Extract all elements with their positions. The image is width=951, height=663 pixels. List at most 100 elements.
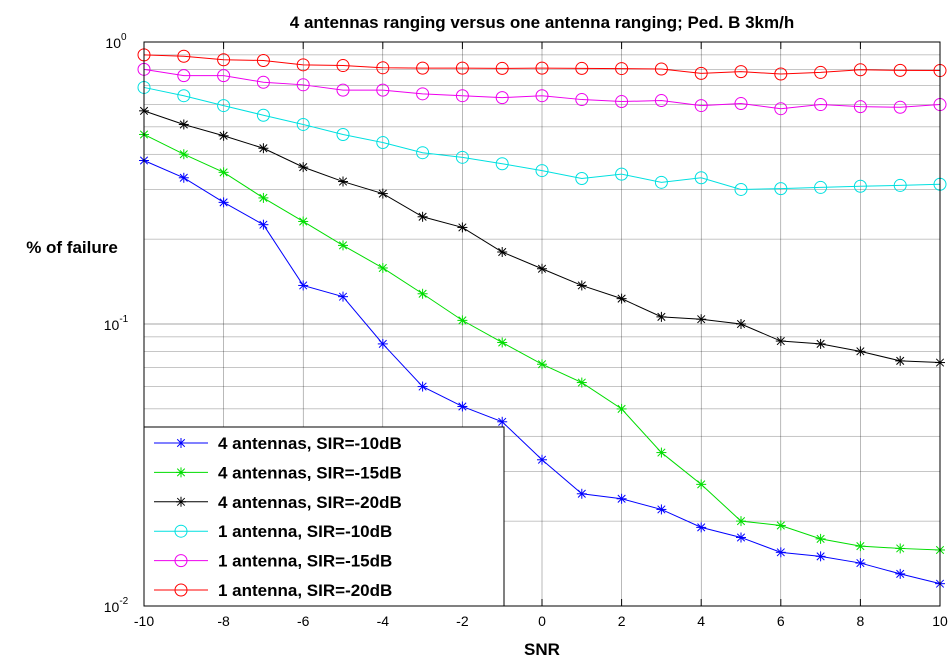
legend-label: 4 antennas, SIR=-10dB xyxy=(218,434,402,453)
data-point xyxy=(656,311,667,322)
data-point xyxy=(853,63,867,77)
x-tick-label: 0 xyxy=(538,613,546,629)
data-point xyxy=(416,61,430,75)
data-point xyxy=(256,75,270,89)
y-tick-base: 10 xyxy=(104,317,120,333)
data-point xyxy=(694,99,708,113)
data-point xyxy=(537,454,547,465)
data-point xyxy=(296,78,310,92)
y-tick-exponent: 0 xyxy=(121,32,127,43)
data-point xyxy=(654,62,668,76)
data-point xyxy=(734,65,748,79)
data-point xyxy=(855,558,866,569)
data-point xyxy=(178,149,189,160)
x-tick-label: -6 xyxy=(297,613,310,629)
data-point xyxy=(616,293,627,304)
legend-entry: 1 antenna, SIR=-10dB xyxy=(154,522,392,541)
series-line xyxy=(143,68,941,110)
data-point xyxy=(256,53,270,67)
data-point xyxy=(775,336,786,347)
data-point xyxy=(298,216,309,227)
data-point xyxy=(497,247,508,258)
data-point xyxy=(377,262,388,273)
legend-marker xyxy=(174,524,188,538)
y-tick-base: 10 xyxy=(105,35,121,51)
series-5 xyxy=(137,62,947,116)
data-point xyxy=(616,403,627,414)
data-point xyxy=(814,65,828,79)
data-point xyxy=(178,172,189,183)
legend-entry: 4 antennas, SIR=-20dB xyxy=(154,493,402,512)
legend-entry: 1 antenna, SIR=-20dB xyxy=(154,581,392,600)
data-point xyxy=(734,97,748,111)
data-point xyxy=(377,338,388,349)
x-tick-label: 4 xyxy=(697,613,705,629)
legend-marker xyxy=(176,467,186,478)
data-point xyxy=(376,61,390,75)
data-point xyxy=(535,89,549,103)
data-point xyxy=(338,291,348,302)
data-point xyxy=(218,197,229,208)
data-point xyxy=(895,568,906,579)
data-point xyxy=(815,533,826,544)
data-point xyxy=(895,355,906,366)
data-point xyxy=(336,59,350,73)
legend-label: 1 antenna, SIR=-10dB xyxy=(218,522,392,541)
data-point xyxy=(576,280,587,291)
data-point xyxy=(416,146,430,160)
x-tick-label: 2 xyxy=(618,613,626,629)
data-point xyxy=(696,479,707,490)
data-point xyxy=(495,157,509,171)
y-tick-label: 100 xyxy=(105,32,127,51)
data-point xyxy=(694,66,708,80)
legend-entry: 4 antennas, SIR=-10dB xyxy=(154,434,402,453)
data-point xyxy=(654,94,668,108)
series-3 xyxy=(139,105,945,368)
data-point xyxy=(256,108,270,122)
data-point xyxy=(615,167,629,181)
data-point xyxy=(376,83,390,97)
legend-label: 4 antennas, SIR=-20dB xyxy=(218,493,402,512)
data-point xyxy=(298,280,309,291)
legend-entry: 1 antenna, SIR=-15dB xyxy=(154,552,392,571)
legend: 4 antennas, SIR=-10dB 4 antennas, SIR=-15… xyxy=(143,426,505,607)
data-point xyxy=(177,89,191,103)
x-tick-label: 10 xyxy=(932,613,948,629)
data-point xyxy=(855,346,866,357)
data-point xyxy=(814,98,828,112)
y-axis-label: % of failure xyxy=(26,238,118,257)
data-point xyxy=(615,95,629,109)
data-point xyxy=(217,69,231,83)
y-tick-label: 10-1 xyxy=(104,314,129,333)
data-point xyxy=(497,337,508,348)
data-point xyxy=(495,91,509,105)
data-point xyxy=(656,447,667,458)
legend-label: 1 antenna, SIR=-20dB xyxy=(218,581,392,600)
data-point xyxy=(338,240,348,251)
data-point xyxy=(457,222,468,233)
data-point xyxy=(576,377,587,388)
series-6 xyxy=(137,48,947,81)
data-point xyxy=(575,93,589,107)
y-tick-label: 10-2 xyxy=(104,596,129,615)
data-point xyxy=(535,164,549,178)
data-point xyxy=(736,319,746,329)
data-point xyxy=(495,61,509,75)
data-point xyxy=(298,162,309,173)
data-point xyxy=(455,89,469,103)
data-point xyxy=(576,488,587,499)
data-point xyxy=(575,61,589,75)
data-point xyxy=(417,211,428,222)
data-point xyxy=(535,61,549,75)
data-point xyxy=(296,117,310,131)
y-tick-base: 10 xyxy=(104,599,120,615)
series-layer xyxy=(137,48,947,589)
data-point xyxy=(258,192,269,203)
series-line xyxy=(143,54,941,75)
data-point xyxy=(855,541,866,552)
data-point xyxy=(575,172,589,186)
data-point xyxy=(696,314,707,325)
x-tick-label: -10 xyxy=(134,613,154,629)
data-point xyxy=(736,516,746,527)
data-point xyxy=(457,401,468,412)
